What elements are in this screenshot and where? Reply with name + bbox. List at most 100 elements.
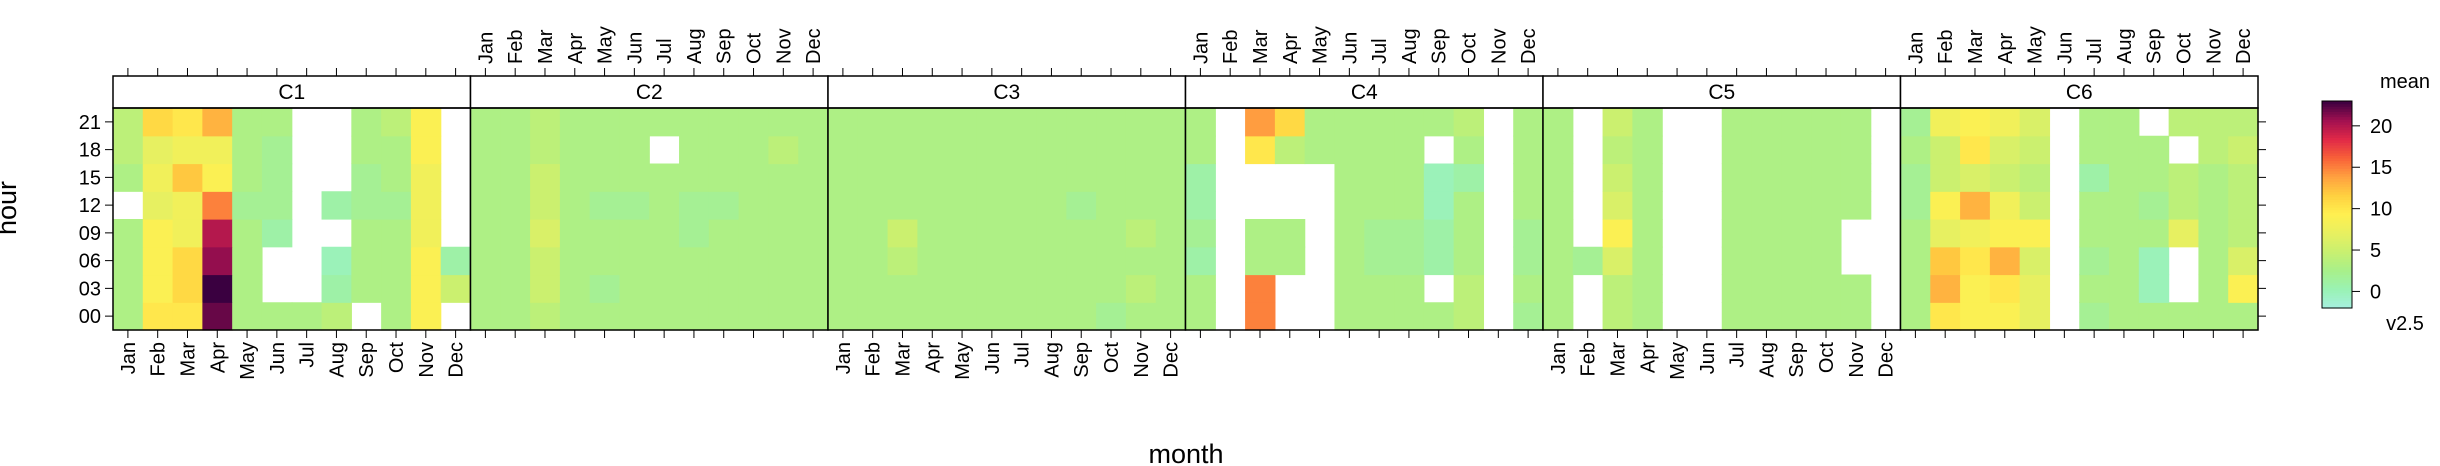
heatmap-cell [172, 108, 203, 137]
heatmap-cell [917, 219, 948, 248]
x-tick-label: Dec [803, 28, 825, 64]
colorbar-segment [2322, 188, 2352, 193]
heatmap-cell [976, 108, 1008, 137]
heatmap-cell [1632, 191, 1663, 220]
heatmap-cell [381, 163, 412, 192]
heatmap-cell [679, 108, 710, 137]
heatmap-cell [1364, 302, 1395, 331]
heatmap-cell [798, 135, 829, 165]
heatmap-cell [1006, 163, 1038, 192]
heatmap-cell [1036, 274, 1067, 303]
heatmap-cell [1096, 191, 1127, 220]
heatmap-cell [1989, 302, 2021, 331]
x-tick-label: Jun [982, 342, 1004, 374]
x-tick-label: Dec [446, 342, 468, 378]
colorbar-segment [2322, 253, 2352, 257]
heatmap-cell [589, 274, 621, 303]
heatmap-cell [1394, 219, 1425, 248]
heatmap-cell [1394, 191, 1425, 220]
heatmap-cell [113, 163, 144, 192]
colorbar-segment [2322, 217, 2352, 221]
heatmap-cell [708, 135, 740, 165]
heatmap-cell [1036, 219, 1067, 248]
heatmap-cell [1036, 302, 1067, 331]
heatmap-cell [649, 302, 680, 331]
heatmap-cell [1900, 108, 1931, 137]
heatmap-cell [261, 302, 293, 331]
heatmap-cell [2228, 135, 2259, 165]
heatmap-cell [1513, 191, 1544, 220]
heatmap-cell [798, 302, 829, 331]
x-tick-label: Nov [2203, 28, 2225, 64]
heatmap-cell [947, 108, 978, 137]
colorbar-segment [2322, 147, 2352, 151]
heatmap-cell [1989, 108, 2021, 137]
x-tick-label: Oct [2174, 32, 2196, 64]
heatmap-cell [1185, 246, 1216, 276]
heatmap-cell [1274, 135, 1306, 165]
heatmap-cell [351, 191, 382, 220]
panel-C2: C2 [469, 75, 829, 331]
heatmap-cell [1751, 191, 1782, 220]
heatmap-cell [113, 274, 144, 303]
heatmap-cell [351, 219, 382, 248]
colorbar-segment [2322, 152, 2352, 156]
heatmap-cell [947, 219, 978, 248]
heatmap-cell [738, 163, 770, 192]
colorbar-segment [2322, 124, 2352, 128]
colorbar-segment [2322, 266, 2352, 270]
heatmap-cell [1066, 274, 1097, 303]
heatmap-cell [1453, 108, 1485, 137]
heatmap-cell [1721, 246, 1753, 276]
colorbar-segment [2322, 196, 2352, 200]
x-tick-label: Mar [1608, 342, 1630, 377]
heatmap-cell [321, 302, 352, 331]
x-tick-label: Oct [1459, 32, 1481, 64]
colorbar-segment [2322, 173, 2352, 177]
heatmap-cell [2168, 219, 2200, 248]
heatmap-cell [410, 135, 442, 165]
heatmap-cell [1602, 219, 1633, 248]
heatmap-cell [1155, 108, 1187, 137]
heatmap-cell [1960, 246, 1991, 276]
heatmap-cell [202, 163, 233, 192]
heatmap-cell [887, 108, 918, 137]
heatmap-cell [172, 274, 203, 303]
panel-strip-label: C1 [278, 81, 305, 104]
x-tick-label: Aug [1041, 342, 1063, 378]
x-tick-label: Nov [773, 28, 795, 64]
heatmap-cell [738, 274, 770, 303]
heatmap-cell [530, 135, 561, 165]
heatmap-cell [708, 302, 740, 331]
heatmap-cell [2079, 246, 2110, 276]
x-tick-label: Jan [118, 342, 140, 374]
x-tick-label: Mar [1965, 29, 1987, 64]
x-tick-label: Feb [1578, 342, 1600, 376]
heatmap-cell [559, 219, 591, 248]
heatmap-cell [2198, 246, 2229, 276]
heatmap-cell [2228, 163, 2259, 192]
heatmap-cell [1423, 246, 1455, 276]
heatmap-cell [887, 246, 918, 276]
heatmap-cell [1185, 219, 1216, 248]
heatmap-cell [1066, 108, 1097, 137]
heatmap-cell [410, 246, 442, 276]
heatmap-cell [1602, 246, 1633, 276]
heatmap-cell [1394, 246, 1425, 276]
heatmap-cell [1781, 302, 1812, 331]
heatmap-cell [261, 219, 293, 248]
x-tick-label: Dec [1161, 342, 1183, 378]
x-axis-title: month [1148, 439, 1223, 466]
heatmap-cell [1960, 191, 1991, 220]
heatmap-cell [1513, 135, 1544, 165]
heatmap-cell [798, 163, 829, 192]
heatmap-cell [1781, 163, 1812, 192]
heatmap-cell [917, 274, 948, 303]
y-tick-label: 15 [79, 167, 101, 189]
colorbar-segment [2322, 209, 2352, 213]
colorbar-segment [2322, 204, 2352, 208]
colorbar-segment [2322, 101, 2352, 105]
x-tick-label: Jan [1190, 32, 1212, 64]
heatmap-cell [1125, 246, 1157, 276]
